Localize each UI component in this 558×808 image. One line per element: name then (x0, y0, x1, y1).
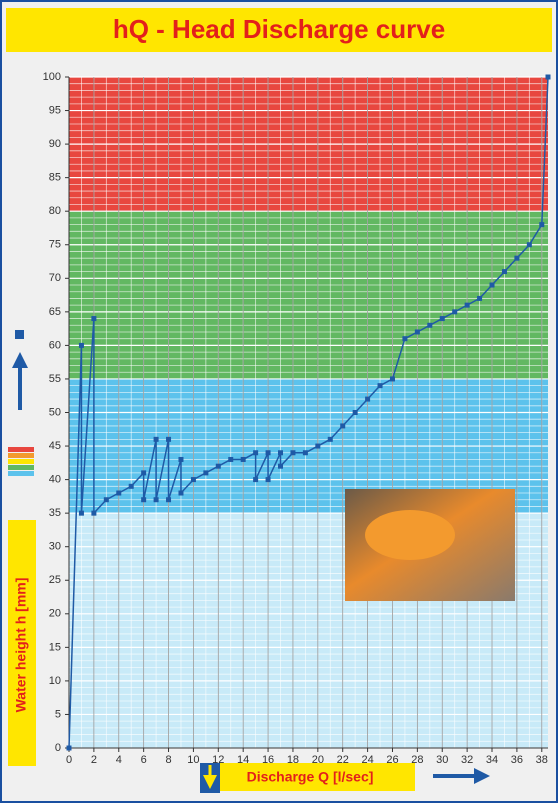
x-tick-label: 36 (511, 754, 523, 766)
point (178, 491, 183, 496)
stripe (8, 447, 34, 452)
point (546, 75, 551, 80)
point (266, 450, 271, 455)
stripe (8, 465, 34, 470)
point (440, 316, 445, 321)
x-axis-label: Discharge Q [l/sec] (247, 769, 374, 785)
point (228, 457, 233, 462)
y-tick-label: 80 (49, 205, 61, 217)
point (154, 497, 159, 502)
point (477, 296, 482, 301)
x-tick-label: 0 (66, 754, 72, 766)
point (166, 437, 171, 442)
y-tick-label: 75 (49, 239, 61, 251)
y-tick-label: 95 (49, 104, 61, 116)
point (527, 242, 532, 247)
point (514, 256, 519, 261)
y-tick-label: 35 (49, 507, 61, 519)
point (452, 309, 457, 314)
y-tick-label: 5 (55, 708, 61, 720)
x-tick-label: 34 (486, 754, 498, 766)
point (303, 450, 308, 455)
point (328, 437, 333, 442)
x-tick-label: 10 (187, 754, 199, 766)
point (191, 477, 196, 482)
y-tick-label: 40 (49, 474, 61, 486)
point (278, 464, 283, 469)
x-tick-label: 38 (536, 754, 548, 766)
stripe (8, 459, 34, 464)
x-tick-label: 30 (436, 754, 448, 766)
point (154, 437, 159, 442)
point (365, 397, 370, 402)
chart: hQ - Head Discharge curve 05101520253035… (0, 0, 558, 803)
point (340, 423, 345, 428)
point (465, 303, 470, 308)
y-tick-label: 25 (49, 574, 61, 586)
y-tick-label: 10 (49, 675, 61, 687)
point (104, 497, 109, 502)
point (490, 283, 495, 288)
y-tick-label: 20 (49, 608, 61, 620)
y-tick-label: 90 (49, 138, 61, 150)
y-tick-label: 100 (43, 71, 61, 83)
point (353, 410, 358, 415)
point (253, 477, 258, 482)
point (539, 222, 544, 227)
point (216, 464, 221, 469)
point (502, 269, 507, 274)
point (129, 484, 134, 489)
zone (69, 211, 548, 379)
legend-square (15, 330, 24, 339)
y-tick-label: 85 (49, 172, 61, 184)
point (141, 470, 146, 475)
photo-float (365, 510, 455, 560)
point (166, 497, 171, 502)
point (116, 491, 121, 496)
point (427, 323, 432, 328)
point (79, 511, 84, 516)
y-tick-label: 60 (49, 339, 61, 351)
x-tick-label: 4 (116, 754, 122, 766)
point (178, 457, 183, 462)
y-tick-label: 55 (49, 373, 61, 385)
y-tick-label: 70 (49, 272, 61, 284)
point (141, 497, 146, 502)
y-tick-label: 0 (55, 742, 61, 754)
point (290, 450, 295, 455)
x-tick-label: 6 (141, 754, 147, 766)
point (91, 316, 96, 321)
y-tick-label: 50 (49, 406, 61, 418)
point (278, 450, 283, 455)
plot-area: 0510152025303540455055606570758085909510… (43, 71, 551, 766)
stripe (8, 453, 34, 458)
y-tick-label: 15 (49, 641, 61, 653)
y-tick-label: 45 (49, 440, 61, 452)
point (241, 457, 246, 462)
point (390, 376, 395, 381)
point (79, 343, 84, 348)
point (203, 470, 208, 475)
point (91, 511, 96, 516)
point (378, 383, 383, 388)
point (402, 336, 407, 341)
y-tick-label: 30 (49, 541, 61, 553)
stripe (8, 471, 34, 476)
point (415, 329, 420, 334)
x-tick-label: 8 (165, 754, 171, 766)
point (266, 477, 271, 482)
point (253, 450, 258, 455)
x-tick-label: 2 (91, 754, 97, 766)
y-axis-label: Water height h [mm] (13, 578, 29, 713)
point (67, 746, 72, 751)
x-tick-label: 32 (461, 754, 473, 766)
y-tick-label: 65 (49, 306, 61, 318)
point (315, 444, 320, 449)
chart-title: hQ - Head Discharge curve (113, 14, 445, 44)
